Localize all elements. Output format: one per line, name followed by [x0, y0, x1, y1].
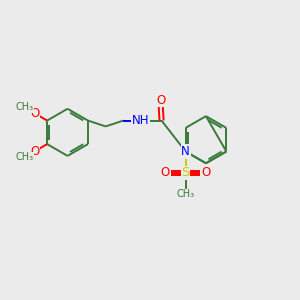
Text: O: O	[30, 107, 40, 120]
Text: O: O	[160, 166, 170, 179]
Text: N: N	[181, 145, 190, 158]
Text: NH: NH	[132, 114, 149, 127]
Text: S: S	[182, 166, 190, 179]
Text: CH₃: CH₃	[15, 102, 33, 112]
Text: O: O	[156, 94, 165, 107]
Text: O: O	[30, 145, 40, 158]
Text: CH₃: CH₃	[15, 152, 33, 162]
Text: O: O	[202, 166, 211, 179]
Text: CH₃: CH₃	[176, 189, 195, 199]
